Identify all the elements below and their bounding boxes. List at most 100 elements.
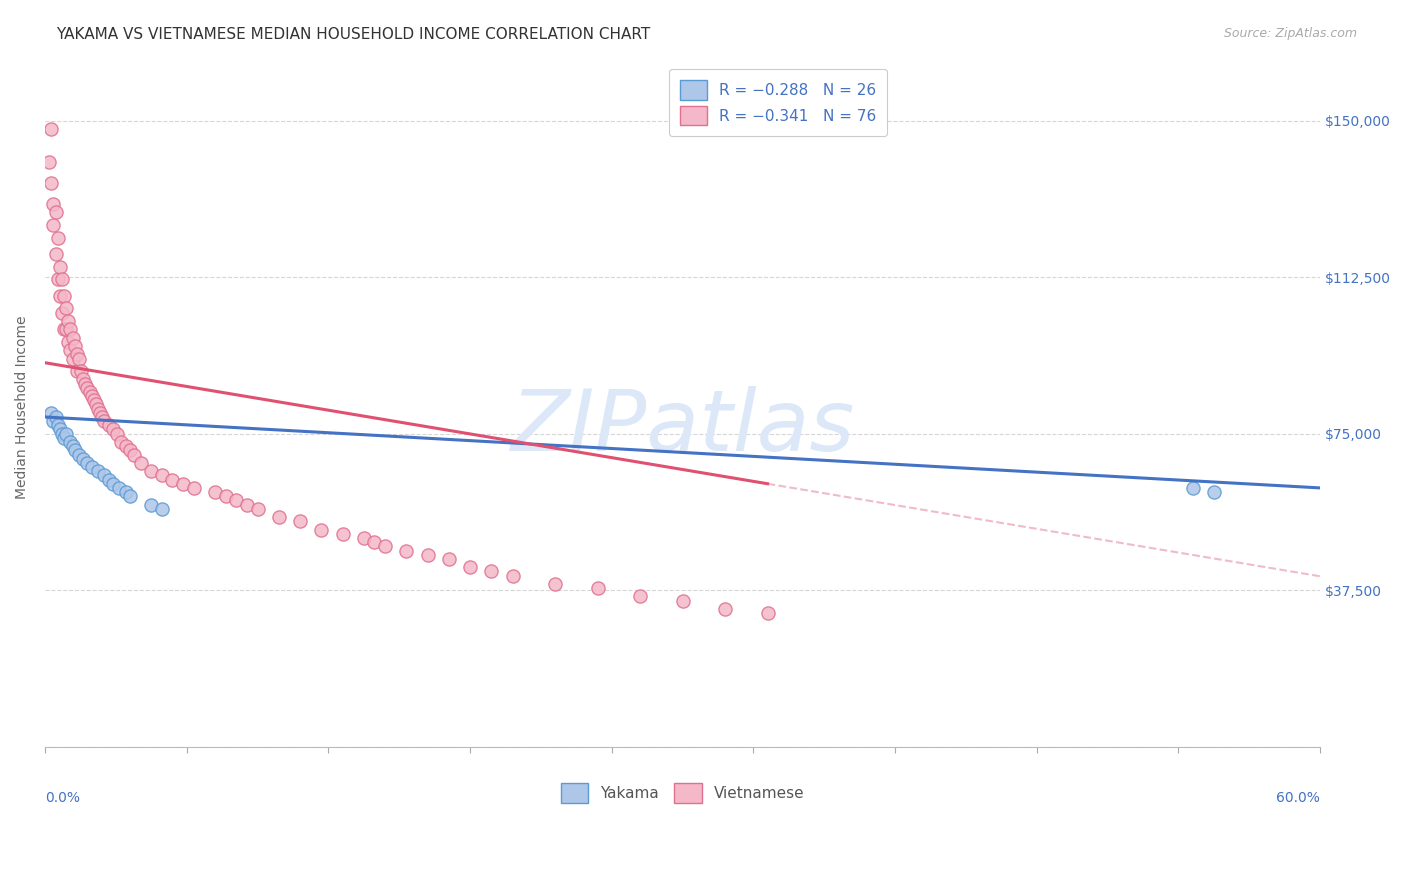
Point — [45, 205, 67, 219]
Point — [55, 426, 77, 441]
Point — [671, 593, 693, 607]
Point — [66, 364, 89, 378]
Point — [38, 155, 60, 169]
Point — [80, 389, 103, 403]
Point — [97, 418, 120, 433]
Point — [118, 443, 141, 458]
Point — [51, 305, 73, 319]
Point — [80, 460, 103, 475]
Point — [63, 443, 86, 458]
Point — [55, 301, 77, 316]
Point — [108, 481, 131, 495]
Point — [353, 531, 375, 545]
Point — [332, 526, 354, 541]
Point — [53, 322, 76, 336]
Point — [93, 414, 115, 428]
Point — [49, 289, 72, 303]
Point — [45, 409, 67, 424]
Point — [83, 393, 105, 408]
Point — [59, 343, 82, 358]
Point — [363, 535, 385, 549]
Point — [183, 481, 205, 495]
Point — [51, 272, 73, 286]
Point — [89, 406, 111, 420]
Point — [93, 468, 115, 483]
Text: 0.0%: 0.0% — [45, 790, 80, 805]
Y-axis label: Median Household Income: Median Household Income — [15, 316, 30, 500]
Point — [49, 422, 72, 436]
Point — [79, 384, 101, 399]
Point — [395, 543, 418, 558]
Point — [53, 289, 76, 303]
Point — [62, 351, 84, 366]
Text: ZIPatlas: ZIPatlas — [510, 386, 855, 469]
Point — [114, 439, 136, 453]
Point — [72, 372, 94, 386]
Point — [63, 339, 86, 353]
Point — [150, 468, 173, 483]
Point — [101, 422, 124, 436]
Point — [162, 473, 184, 487]
Point — [42, 414, 65, 428]
Point — [309, 523, 332, 537]
Point — [41, 176, 63, 190]
Point — [87, 464, 110, 478]
Text: YAKAMA VS VIETNAMESE MEDIAN HOUSEHOLD INCOME CORRELATION CHART: YAKAMA VS VIETNAMESE MEDIAN HOUSEHOLD IN… — [56, 27, 651, 42]
Point — [267, 510, 290, 524]
Point — [114, 485, 136, 500]
Point — [236, 498, 259, 512]
Point — [416, 548, 439, 562]
Point — [51, 426, 73, 441]
Point — [118, 489, 141, 503]
Point — [75, 376, 97, 391]
Point — [72, 451, 94, 466]
Point — [49, 260, 72, 274]
Point — [41, 122, 63, 136]
Text: Source: ZipAtlas.com: Source: ZipAtlas.com — [1223, 27, 1357, 40]
Point — [97, 473, 120, 487]
Point — [46, 230, 69, 244]
Point — [288, 514, 311, 528]
Point — [141, 464, 163, 478]
Point — [46, 418, 69, 433]
Point — [62, 439, 84, 453]
Point — [101, 476, 124, 491]
Point — [628, 590, 651, 604]
Point — [544, 577, 567, 591]
Point — [756, 606, 779, 620]
Text: 60.0%: 60.0% — [1277, 790, 1320, 805]
Point — [204, 485, 226, 500]
Point — [58, 314, 80, 328]
Point — [46, 272, 69, 286]
Point — [67, 448, 90, 462]
Point — [53, 431, 76, 445]
Point — [70, 364, 93, 378]
Point — [1202, 485, 1225, 500]
Legend: Yakama, Vietnamese: Yakama, Vietnamese — [550, 772, 815, 814]
Point — [458, 560, 481, 574]
Point — [66, 347, 89, 361]
Point — [105, 426, 128, 441]
Point — [87, 401, 110, 416]
Point — [59, 435, 82, 450]
Point — [374, 539, 396, 553]
Point — [62, 331, 84, 345]
Point — [172, 476, 194, 491]
Point — [67, 351, 90, 366]
Point — [84, 397, 107, 411]
Point — [55, 322, 77, 336]
Point — [122, 448, 145, 462]
Point — [42, 218, 65, 232]
Point — [59, 322, 82, 336]
Point — [586, 581, 609, 595]
Point — [91, 409, 114, 424]
Point — [58, 334, 80, 349]
Point — [45, 247, 67, 261]
Point — [1181, 481, 1204, 495]
Point — [502, 568, 524, 582]
Point — [76, 381, 98, 395]
Point — [246, 501, 269, 516]
Point — [41, 406, 63, 420]
Point — [76, 456, 98, 470]
Point — [225, 493, 247, 508]
